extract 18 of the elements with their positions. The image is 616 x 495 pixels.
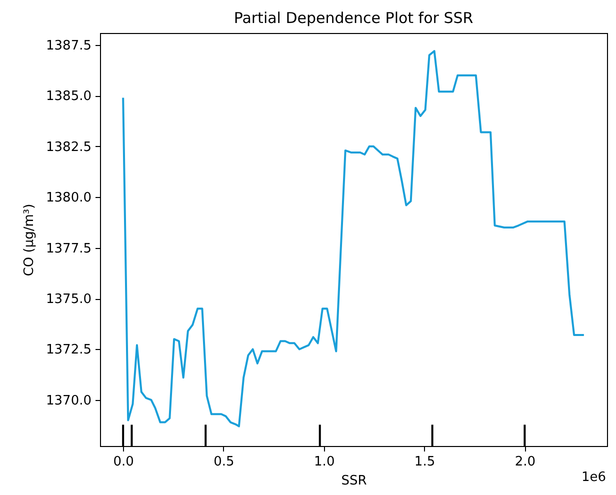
y-tick-label: 1372.5 <box>46 342 92 358</box>
y-tick-label: 1377.5 <box>46 241 92 256</box>
y-tick-label: 1387.5 <box>46 38 92 54</box>
x-axis-title: SSR <box>341 474 367 488</box>
y-tick-label: 1380.0 <box>46 190 92 206</box>
x-tick-label: 0.0 <box>113 454 134 470</box>
y-axis-title: CO (μg/m³) <box>22 204 38 276</box>
line-series <box>122 50 585 428</box>
x-tick-label: 0.5 <box>214 454 234 470</box>
y-tick-label: 1382.5 <box>46 140 92 155</box>
x-tick-label: 1.5 <box>414 454 436 470</box>
x-tick-label: 2.0 <box>514 454 536 470</box>
y-tick-label: 1370.0 <box>46 393 92 408</box>
y-tick-label: 1375.0 <box>46 292 92 308</box>
y-tick-label: 1385.0 <box>46 89 92 104</box>
text: 1e6 <box>581 470 606 485</box>
x-tick-label: 1.0 <box>314 454 335 470</box>
chart-title: Partial Dependence Plot for SSR <box>234 9 474 27</box>
